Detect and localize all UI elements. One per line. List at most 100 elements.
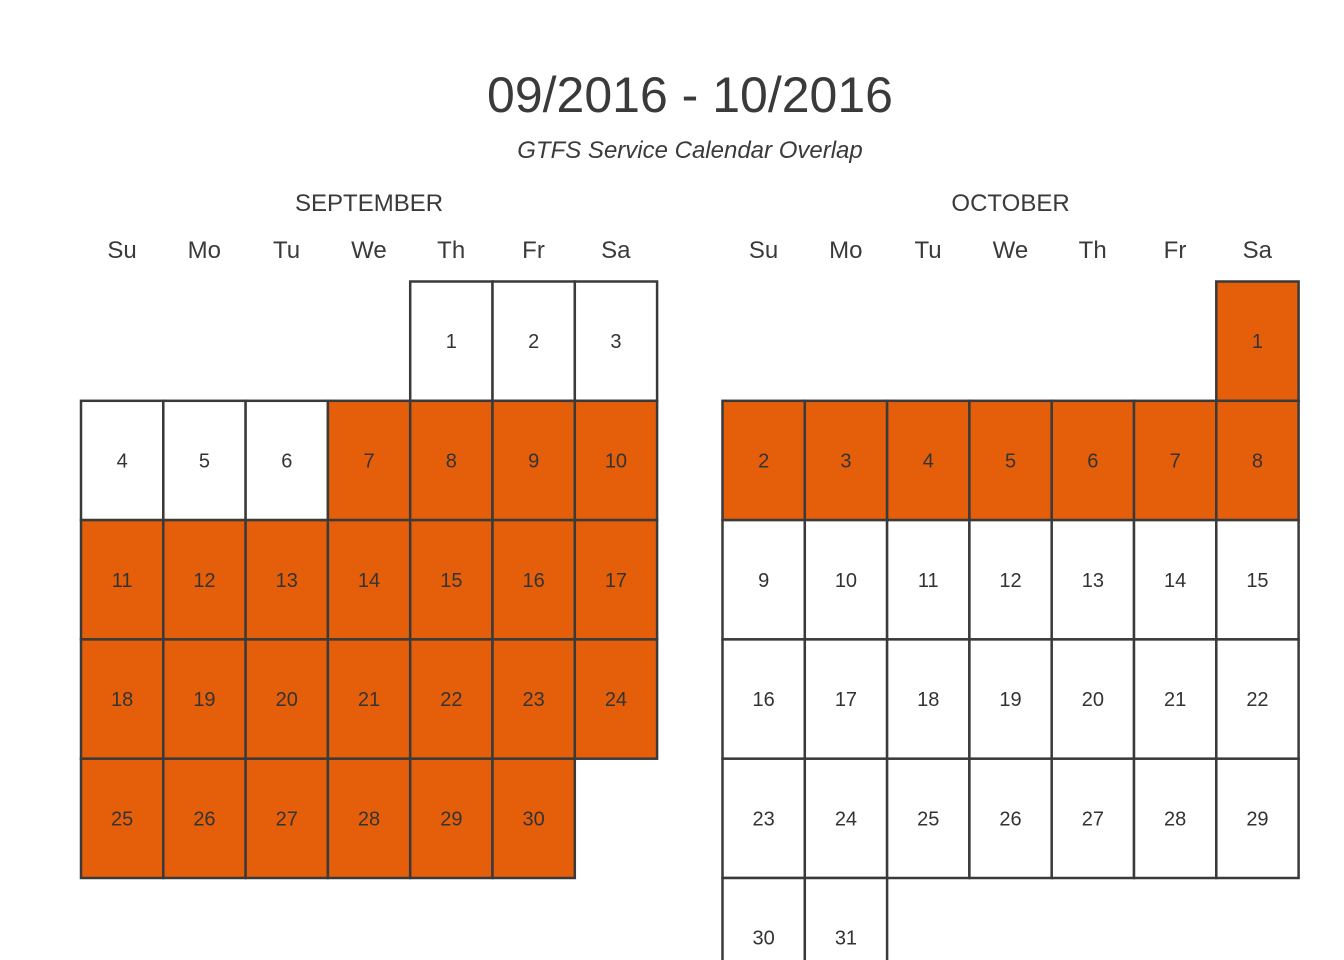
day-label-october-24: 24: [835, 808, 857, 830]
day-cell-september-7: [326, 399, 412, 522]
day-label-september-24: 24: [605, 689, 627, 711]
weekday-label-october-sa: Sa: [1242, 237, 1272, 264]
page-title: 09/2016 - 10/2016: [487, 67, 893, 123]
day-cell-september-22: [408, 638, 494, 760]
day-label-september-6: 6: [281, 450, 292, 472]
month-title-september: SEPTEMBER: [295, 190, 444, 217]
day-label-september-9: 9: [528, 450, 539, 472]
day-label-october-1: 1: [1252, 331, 1263, 353]
day-label-september-2: 2: [528, 331, 539, 353]
day-cell-september-27: [244, 757, 330, 880]
day-cell-september-28: [326, 757, 412, 880]
weekday-label-october-we: We: [992, 237, 1029, 264]
day-cell-october-18: [885, 638, 971, 760]
day-label-october-19: 19: [999, 689, 1021, 711]
weekday-label-september-fr: Fr: [522, 237, 545, 264]
day-label-october-20: 20: [1082, 689, 1104, 711]
day-cell-october-11: [885, 518, 971, 641]
day-cell-october-13: [1050, 518, 1136, 641]
day-label-september-26: 26: [193, 808, 215, 830]
page-subtitle: GTFS Service Calendar Overlap: [517, 137, 863, 164]
weekday-label-september-su: Su: [107, 237, 137, 264]
day-cell-september-10: [573, 399, 659, 522]
day-label-october-2: 2: [758, 450, 769, 472]
day-label-october-23: 23: [753, 808, 775, 830]
day-cell-september-19: [162, 638, 247, 760]
day-cell-september-25: [79, 757, 165, 880]
day-label-october-15: 15: [1246, 570, 1268, 592]
day-label-september-29: 29: [440, 808, 462, 830]
day-cell-september-17: [573, 518, 659, 641]
weekday-label-september-th: Th: [437, 237, 466, 264]
day-cell-october-24: [803, 757, 889, 880]
day-label-october-16: 16: [753, 689, 775, 711]
day-cell-october-19: [968, 638, 1053, 760]
day-label-october-14: 14: [1164, 570, 1186, 592]
day-cell-september-30: [491, 757, 577, 880]
day-cell-october-15: [1215, 518, 1300, 641]
day-label-september-4: 4: [117, 450, 128, 472]
day-label-september-15: 15: [440, 570, 462, 592]
day-label-october-28: 28: [1164, 808, 1186, 830]
day-label-september-17: 17: [605, 570, 627, 592]
day-label-october-21: 21: [1164, 689, 1186, 711]
day-label-october-27: 27: [1082, 808, 1104, 830]
day-label-october-29: 29: [1246, 808, 1268, 830]
day-label-september-22: 22: [440, 689, 462, 711]
day-label-october-25: 25: [917, 808, 939, 830]
day-label-september-21: 21: [358, 689, 380, 711]
day-cell-september-13: [244, 518, 330, 641]
weekday-label-october-tu: Tu: [914, 237, 942, 264]
day-label-october-26: 26: [999, 808, 1021, 830]
day-cell-october-4: [885, 399, 971, 522]
weekday-label-september-we: We: [351, 237, 387, 264]
day-cell-september-16: [491, 518, 577, 641]
day-label-september-25: 25: [111, 808, 133, 830]
day-label-september-14: 14: [358, 570, 380, 592]
day-label-september-19: 19: [193, 689, 215, 711]
day-cell-september-9: [491, 399, 577, 522]
day-label-october-5: 5: [1005, 450, 1016, 472]
day-label-october-31: 31: [835, 928, 857, 950]
day-cell-september-29: [408, 757, 494, 880]
day-label-october-30: 30: [753, 928, 775, 950]
day-cell-october-22: [1215, 638, 1300, 760]
day-label-september-28: 28: [358, 808, 380, 830]
day-label-september-3: 3: [610, 331, 621, 353]
day-cell-september-5: [162, 399, 247, 522]
day-label-october-11: 11: [918, 570, 939, 592]
day-cell-october-17: [803, 638, 889, 760]
day-label-october-9: 9: [758, 570, 769, 592]
day-label-september-30: 30: [523, 808, 545, 830]
day-label-september-5: 5: [199, 450, 210, 472]
day-label-october-22: 22: [1246, 689, 1268, 711]
day-label-october-3: 3: [840, 450, 851, 472]
day-label-october-13: 13: [1082, 570, 1104, 592]
day-label-september-8: 8: [446, 450, 457, 472]
day-label-september-10: 10: [605, 450, 627, 472]
day-cell-october-31: [803, 876, 889, 960]
day-label-october-4: 4: [923, 450, 934, 472]
day-label-september-23: 23: [523, 689, 545, 711]
day-label-october-18: 18: [917, 689, 939, 711]
day-cell-october-6: [1050, 399, 1136, 522]
day-label-september-27: 27: [276, 808, 298, 830]
day-label-october-7: 7: [1170, 450, 1181, 472]
day-cell-september-24: [573, 638, 659, 760]
weekday-label-october-fr: Fr: [1163, 237, 1187, 264]
day-label-october-8: 8: [1252, 450, 1263, 472]
day-cell-october-9: [721, 518, 807, 641]
weekday-label-september-tu: Tu: [273, 237, 301, 264]
day-cell-october-3: [803, 399, 889, 522]
day-label-september-13: 13: [276, 570, 298, 592]
day-label-september-11: 11: [112, 570, 133, 592]
day-cell-september-4: [79, 399, 165, 522]
day-cell-september-15: [408, 518, 494, 641]
day-cell-september-23: [491, 638, 577, 760]
weekday-label-october-su: Su: [748, 237, 779, 264]
day-label-september-20: 20: [276, 689, 298, 711]
day-label-october-6: 6: [1087, 450, 1098, 472]
weekday-label-october-mo: Mo: [829, 237, 863, 264]
day-cell-september-1: [408, 280, 494, 403]
